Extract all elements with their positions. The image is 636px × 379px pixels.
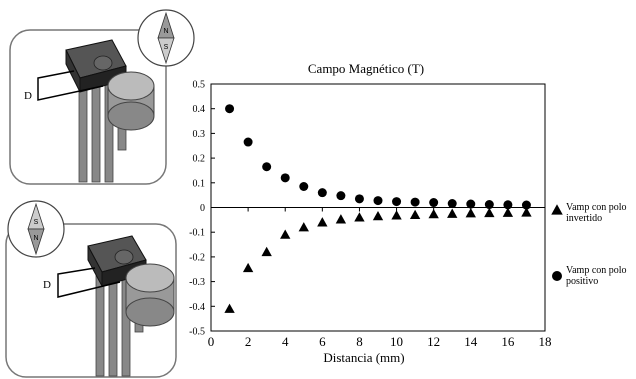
sensor-bottom-lens — [114, 249, 134, 265]
sensor-bottom-panel: D S N — [5, 200, 177, 378]
data-marks — [224, 104, 532, 313]
data-point-circle — [243, 137, 253, 147]
sensor-top-compass-upper-label: N — [163, 28, 168, 35]
sensor-bottom-d-outline — [57, 267, 121, 298]
x-tick-label: 8 — [356, 334, 363, 349]
sensor-top-compass-needle-lower — [157, 37, 175, 65]
data-point-triangle — [298, 222, 309, 232]
sensor-bottom-d-label: D — [43, 279, 51, 291]
x-axis-label: Distancia (mm) — [323, 350, 404, 365]
y-tick-label: 0 — [200, 203, 205, 214]
sensor-top-magnet-top — [107, 71, 155, 101]
sensor-bottom-magnet-top — [125, 263, 175, 293]
data-point-triangle — [372, 210, 384, 221]
data-point-triangle — [447, 208, 458, 218]
y-tick-label: 0.5 — [193, 80, 206, 91]
y-tick-label: 0.4 — [193, 104, 206, 115]
sensor-top-frame — [9, 29, 167, 185]
sensor-top-compass-lower-label: S — [164, 44, 169, 51]
legend-marker-triangle — [551, 204, 563, 215]
data-point-circle — [336, 191, 346, 201]
sensor-top-lens — [93, 55, 113, 71]
data-point-circle — [484, 200, 494, 210]
sensor-bottom-leg-2 — [108, 271, 118, 377]
y-tick-label: 0.1 — [193, 178, 206, 189]
data-point-circle — [354, 194, 364, 204]
legend-label: Vamp con polo — [566, 202, 627, 213]
legend-marker-circle — [552, 271, 562, 281]
x-tick-label: 6 — [319, 334, 326, 349]
data-point-circle — [225, 104, 235, 114]
sensor-bottom-magnet-bottom — [125, 297, 175, 327]
data-point-circle — [392, 197, 402, 207]
data-point-circle — [466, 199, 476, 209]
x-tick-label: 14 — [464, 334, 478, 349]
sensor-top-d-label: D — [24, 90, 32, 102]
x-tick-label: 16 — [501, 334, 515, 349]
data-point-circle — [373, 196, 383, 206]
data-point-circle — [280, 173, 290, 183]
sensor-top-leg-2 — [91, 79, 101, 183]
data-point-triangle — [224, 303, 235, 313]
sensor-top-d-outline — [37, 70, 104, 101]
axis-ticks: 0.50.40.30.20.10-0.1-0.2-0.3-0.4-0.50 2 4 6… — [189, 80, 551, 350]
x-tick-label: 10 — [390, 334, 403, 349]
chart: Campo Magnético (T) Distancia (mm) 0.5 0.… — [189, 61, 626, 365]
data-point-circle — [410, 197, 420, 207]
data-point-circle — [317, 188, 327, 198]
data-point-circle — [429, 198, 439, 208]
x-tick-label: 12 — [427, 334, 440, 349]
y-tick-label: 0.3 — [193, 129, 206, 140]
y-tick-label: 0.2 — [193, 154, 206, 165]
data-point-triangle — [280, 229, 291, 239]
data-point-triangle — [521, 207, 532, 217]
x-tick-label: 2 — [245, 334, 252, 349]
x-tick-label: 0 — [208, 334, 215, 349]
y-tick-label: -0.4 — [189, 302, 205, 313]
data-point-circle — [262, 162, 272, 172]
data-point-circle — [299, 182, 309, 192]
sensor-bottom-compass-upper-label: S — [34, 219, 39, 226]
x-tick-label: 4 — [282, 334, 289, 349]
data-point-triangle — [335, 214, 347, 224]
data-point-circle — [503, 200, 513, 210]
legend-label: invertido — [566, 213, 602, 224]
data-point-triangle — [317, 217, 328, 227]
y-tick-label: -0.2 — [189, 252, 205, 263]
legend-label: Vamp con polo — [566, 265, 627, 276]
data-point-triangle — [465, 208, 476, 218]
y-tick-label: -0.5 — [189, 327, 205, 338]
data-point-triangle — [354, 212, 365, 222]
data-point-circle — [447, 199, 457, 209]
data-point-circle — [521, 200, 531, 210]
sensor-bottom-compass-needle-lower — [27, 228, 45, 256]
sensor-top-leg-1 — [78, 79, 88, 183]
legend-label: positivo — [566, 276, 598, 287]
data-point-triangle — [409, 209, 421, 220]
chart-title: Campo Magnético (T) — [308, 61, 424, 76]
x-tick-label: 18 — [539, 334, 552, 349]
sensor-top-panel: D N S — [9, 9, 195, 185]
sensor-top-magnet-bottom — [107, 101, 155, 131]
y-tick-label: -0.3 — [189, 277, 205, 288]
data-point-triangle — [484, 207, 495, 218]
sensor-bottom-compass-lower-label: N — [33, 235, 38, 242]
y-tick-label: -0.1 — [189, 228, 205, 239]
data-point-triangle — [242, 262, 254, 273]
data-point-triangle — [261, 246, 272, 257]
data-point-triangle — [428, 208, 439, 219]
data-point-triangle — [391, 210, 402, 220]
data-point-triangle — [502, 207, 514, 217]
